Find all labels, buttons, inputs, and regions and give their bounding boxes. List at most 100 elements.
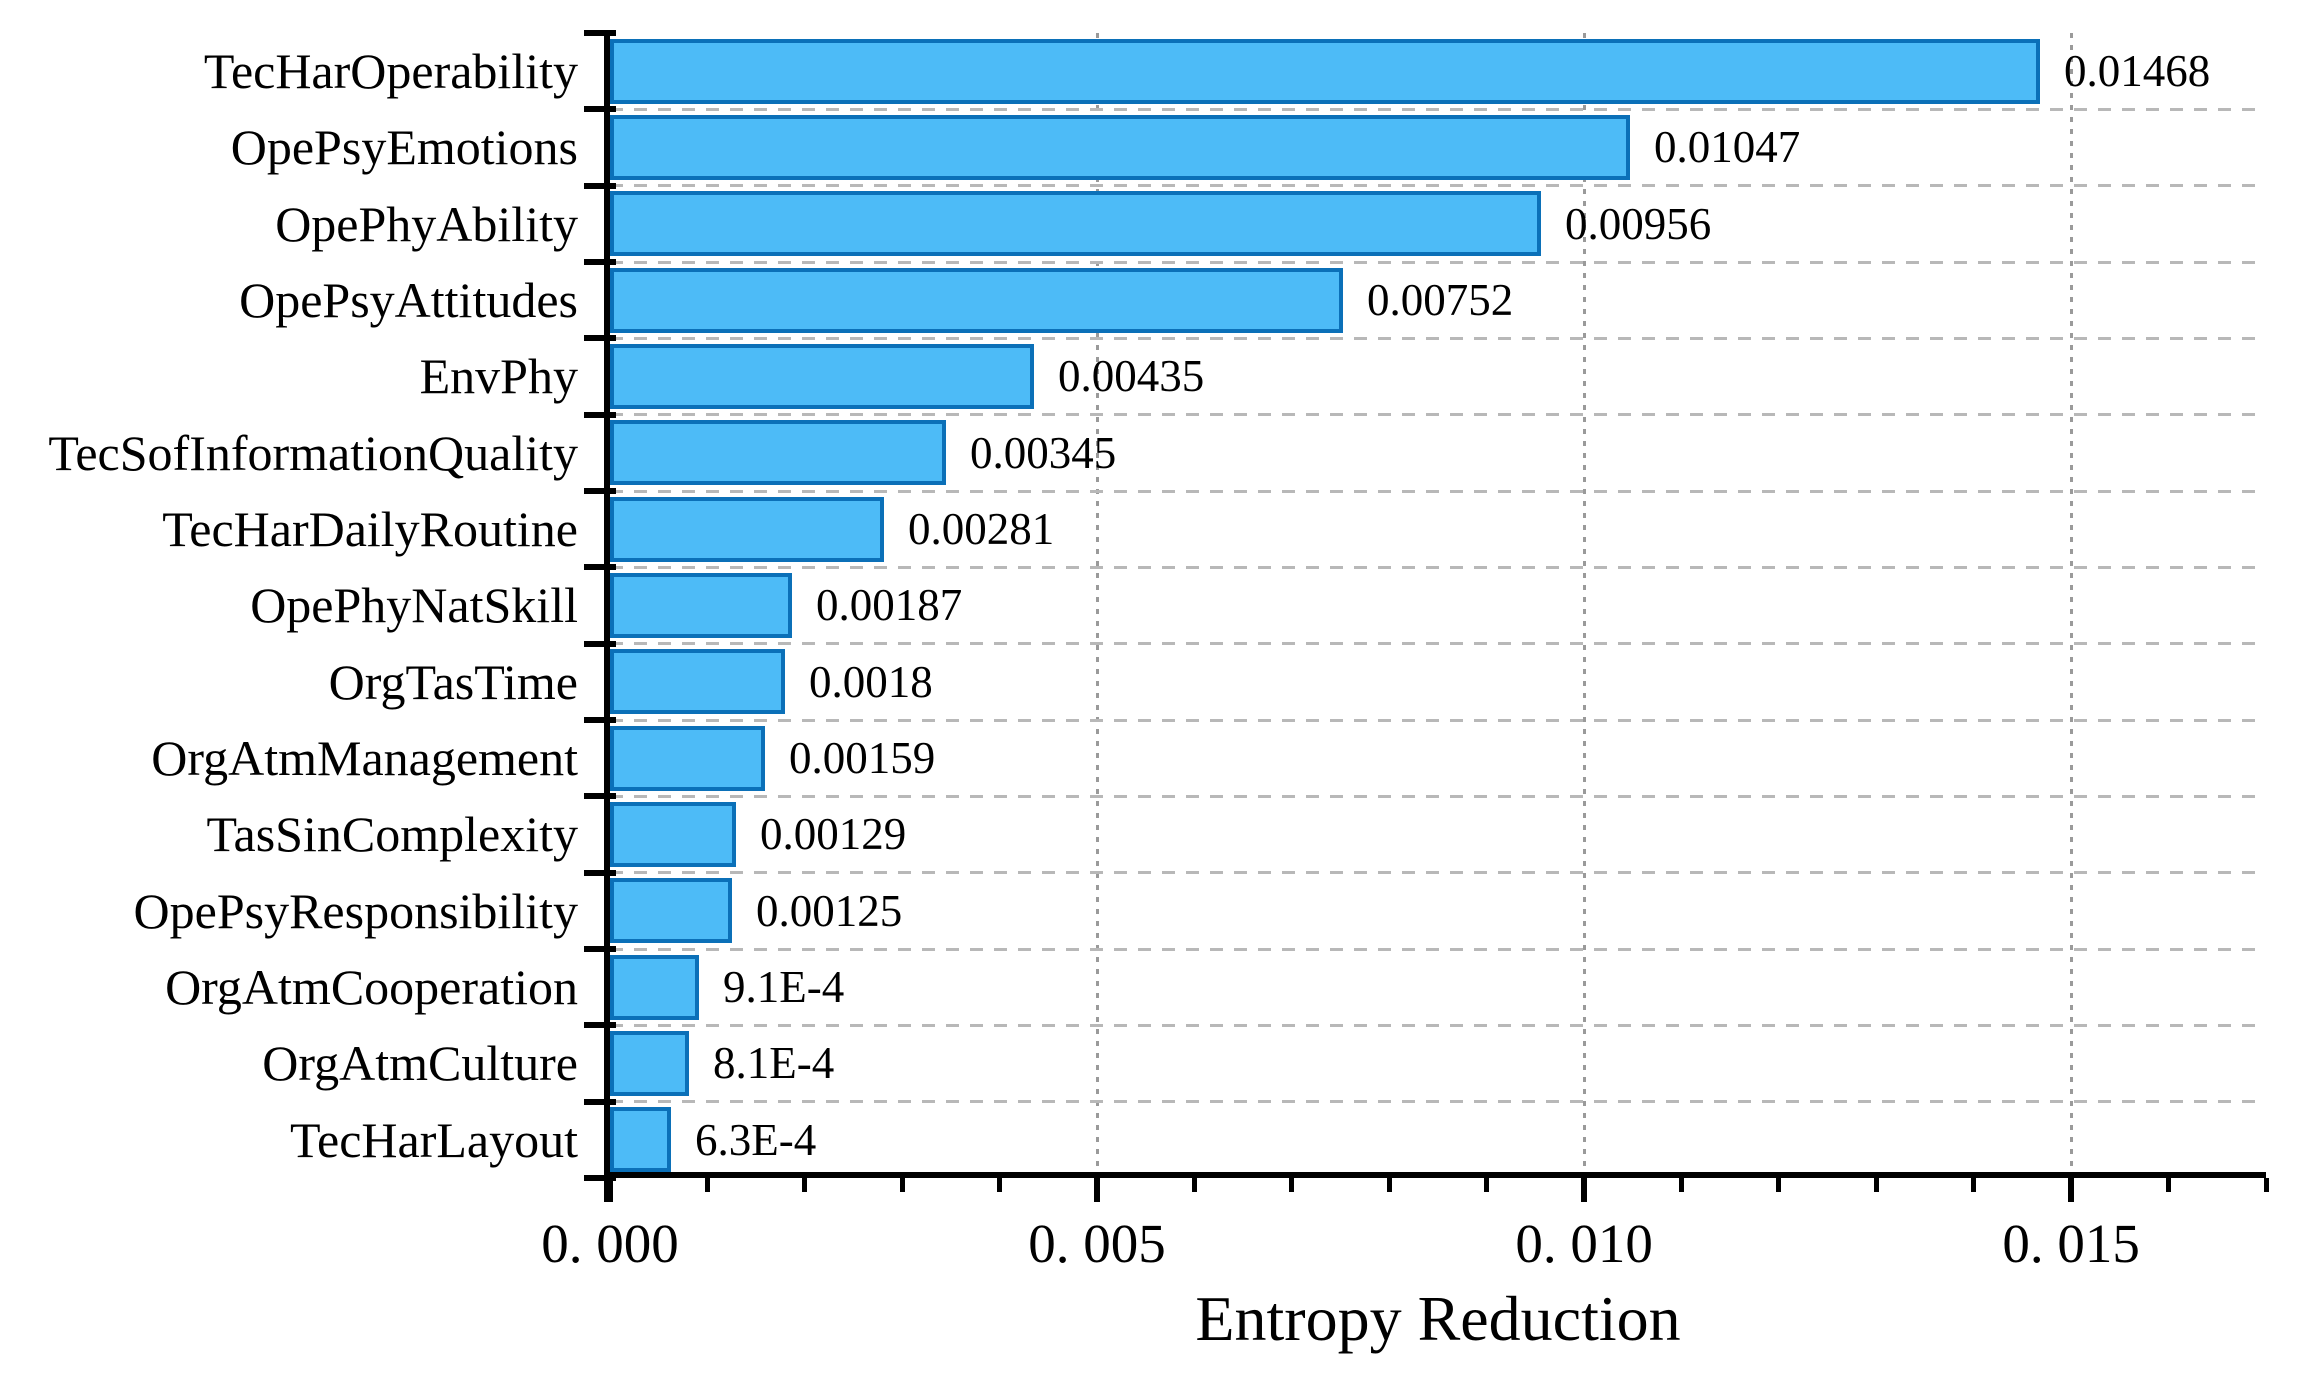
y-axis-tick xyxy=(584,488,616,494)
y-axis-tick xyxy=(584,640,616,647)
horizontal-gridline xyxy=(610,871,2266,875)
horizontal-gridline xyxy=(610,336,2266,340)
category-label: EnvPhy xyxy=(419,348,578,405)
bar xyxy=(610,496,884,562)
x-axis-minor-tick xyxy=(1386,1178,1392,1192)
bar xyxy=(610,191,1541,257)
bar xyxy=(610,725,765,791)
horizontal-gridline xyxy=(610,1023,2266,1027)
bar-value-label: 0.00345 xyxy=(970,427,1117,478)
vertical-gridline xyxy=(1095,33,1099,1178)
bar-value-label: 0.0018 xyxy=(809,656,933,707)
x-axis-minor-tick xyxy=(997,1178,1003,1192)
category-label: OrgAtmManagement xyxy=(151,730,578,786)
bar xyxy=(610,573,792,638)
bar xyxy=(610,267,1343,333)
horizontal-gridline xyxy=(610,718,2266,722)
category-label: OrgAtmCulture xyxy=(262,1035,578,1092)
category-label: TecHarLayout xyxy=(289,1111,578,1168)
x-axis-title: Entropy Reduction xyxy=(1195,1283,1681,1354)
x-axis-minor-tick xyxy=(704,1178,710,1192)
y-axis-tick xyxy=(584,411,616,418)
x-axis-minor-tick xyxy=(2166,1178,2172,1192)
bar-value-label: 0.00159 xyxy=(789,733,936,783)
x-axis-minor-tick xyxy=(1971,1178,1977,1192)
horizontal-gridline xyxy=(610,565,2266,569)
x-axis-minor-tick xyxy=(2263,1178,2269,1192)
bar-value-label: 0.01047 xyxy=(1654,122,1801,173)
x-axis-major-tick xyxy=(2068,1178,2075,1202)
y-axis-tick xyxy=(584,564,616,571)
x-tick-label: 0. 015 xyxy=(2002,1213,2140,1274)
bar-value-label: 0.00129 xyxy=(760,809,907,860)
x-axis-line xyxy=(604,1172,2266,1178)
x-axis-minor-tick xyxy=(1873,1178,1879,1192)
bar-value-label: 8.1E-4 xyxy=(713,1038,835,1089)
bar-value-label: 0.00435 xyxy=(1058,351,1205,402)
y-axis-tick xyxy=(584,182,616,189)
bar xyxy=(610,649,785,715)
bar xyxy=(610,38,2040,104)
horizontal-gridline xyxy=(610,947,2266,951)
y-axis-tick xyxy=(584,106,616,113)
y-axis-tick xyxy=(584,946,616,952)
bar xyxy=(610,1107,671,1173)
horizontal-gridline xyxy=(610,413,2266,417)
bar-value-label: 0.00281 xyxy=(908,504,1055,554)
x-axis-major-tick xyxy=(1581,1178,1588,1202)
x-tick-label: 0. 000 xyxy=(541,1213,679,1274)
horizontal-gridline xyxy=(610,184,2266,188)
category-label: TasSinComplexity xyxy=(206,806,578,863)
x-axis-major-tick xyxy=(1094,1178,1101,1202)
category-label: OpePsyResponsibility xyxy=(133,882,578,939)
bar-value-label: 0.00752 xyxy=(1367,275,1514,325)
category-label: TecSofInformationQuality xyxy=(48,424,578,481)
horizontal-gridline xyxy=(610,794,2266,798)
category-label: OpePhyAbility xyxy=(275,195,578,252)
x-axis-minor-tick xyxy=(1679,1178,1685,1192)
bar-value-label: 9.1E-4 xyxy=(723,962,845,1012)
category-label: OpePsyAttitudes xyxy=(239,272,578,328)
bar xyxy=(610,344,1034,409)
category-label: OrgAtmCooperation xyxy=(165,959,578,1015)
horizontal-gridline xyxy=(610,260,2266,264)
horizontal-gridline xyxy=(610,107,2266,111)
bar xyxy=(610,954,699,1020)
bar-value-label: 6.3E-4 xyxy=(695,1114,817,1165)
y-axis-line xyxy=(604,30,610,1202)
category-label: TecHarOperability xyxy=(203,43,578,99)
bar xyxy=(610,802,736,867)
y-axis-tick xyxy=(584,335,616,342)
category-label: OpePhyNatSkill xyxy=(250,577,578,634)
y-axis-tick xyxy=(584,30,616,36)
horizontal-gridline xyxy=(610,642,2266,646)
x-axis-major-tick xyxy=(607,1178,613,1202)
x-axis-minor-tick xyxy=(899,1178,905,1192)
x-axis-minor-tick xyxy=(1776,1178,1782,1192)
category-label: OpePsyEmotions xyxy=(230,119,578,176)
horizontal-gridline xyxy=(610,1100,2266,1104)
y-axis-tick xyxy=(584,1175,616,1181)
category-label: TecHarDailyRoutine xyxy=(162,501,578,557)
category-label: OrgTasTime xyxy=(328,653,578,710)
horizontal-gridline xyxy=(610,489,2266,493)
bar-value-label: 0.00125 xyxy=(756,885,903,936)
y-axis-tick xyxy=(584,1022,616,1029)
bar xyxy=(610,115,1630,180)
bar xyxy=(610,878,732,944)
vertical-gridline xyxy=(2069,33,2073,1178)
y-axis-tick xyxy=(584,793,616,800)
x-tick-label: 0. 005 xyxy=(1028,1213,1166,1274)
bar-value-label: 0.01468 xyxy=(2064,46,2211,96)
x-axis-minor-tick xyxy=(1484,1178,1490,1192)
x-axis-minor-tick xyxy=(1191,1178,1197,1192)
vertical-gridline xyxy=(1582,33,1586,1178)
y-axis-tick xyxy=(584,1098,616,1105)
bar xyxy=(610,420,946,486)
x-axis-minor-tick xyxy=(1289,1178,1295,1192)
x-tick-label: 0. 010 xyxy=(1515,1213,1653,1274)
y-axis-tick xyxy=(584,717,616,723)
y-axis-tick xyxy=(584,869,616,876)
bar xyxy=(610,1031,689,1096)
